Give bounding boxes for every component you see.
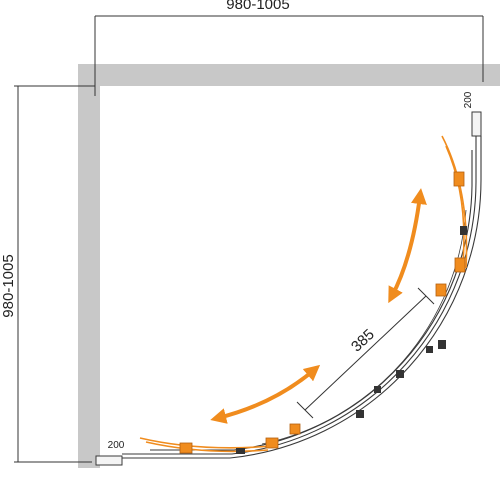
roller-icon <box>453 171 465 187</box>
bottom-panel-open <box>139 437 273 449</box>
left-height-label: 980-1005 <box>0 254 17 317</box>
top-width-label: 980-1005 <box>226 0 289 13</box>
open-arrow-right-icon <box>388 188 427 304</box>
side-wall <box>78 64 100 468</box>
outer-rail <box>122 136 482 459</box>
right-panel-open <box>441 135 468 269</box>
inner-rail <box>150 150 473 451</box>
fitting-icon <box>236 448 245 454</box>
left-dimension: 980-1005 <box>0 85 95 463</box>
bottom-panel-open-inner <box>145 441 269 453</box>
fitting-icon <box>396 370 404 378</box>
opening-width-label: 385 <box>348 326 378 356</box>
track-line <box>261 209 467 445</box>
open-door-panels <box>139 135 468 453</box>
fitting-icon <box>356 410 364 418</box>
orange-rollers <box>179 171 466 454</box>
roller-icon <box>454 257 466 273</box>
back-wall <box>78 64 500 86</box>
roller-icon <box>179 442 193 454</box>
right-wall-profile <box>471 111 482 137</box>
frame-fittings <box>236 226 467 454</box>
open-arrow-bottom-icon <box>210 364 321 424</box>
fitting-icon <box>426 346 433 353</box>
bottom-offset-label: 200 <box>108 440 125 451</box>
opening-dimension: 385 <box>296 287 435 419</box>
fitting-icon <box>374 386 381 393</box>
middle-rail <box>122 136 477 455</box>
roller-icon <box>265 437 279 449</box>
fitting-icon <box>460 226 467 235</box>
fitting-icon <box>438 340 446 349</box>
wall-profiles <box>95 111 482 466</box>
roller-icon <box>289 423 301 435</box>
roller-icon <box>435 283 447 297</box>
right-panel-open-inner <box>445 145 465 263</box>
frame <box>122 136 482 459</box>
top-dimension: 980-1005 <box>94 0 484 96</box>
right-offset-label: 200 <box>463 91 474 108</box>
bottom-wall-profile <box>95 455 123 466</box>
walls <box>78 64 500 468</box>
